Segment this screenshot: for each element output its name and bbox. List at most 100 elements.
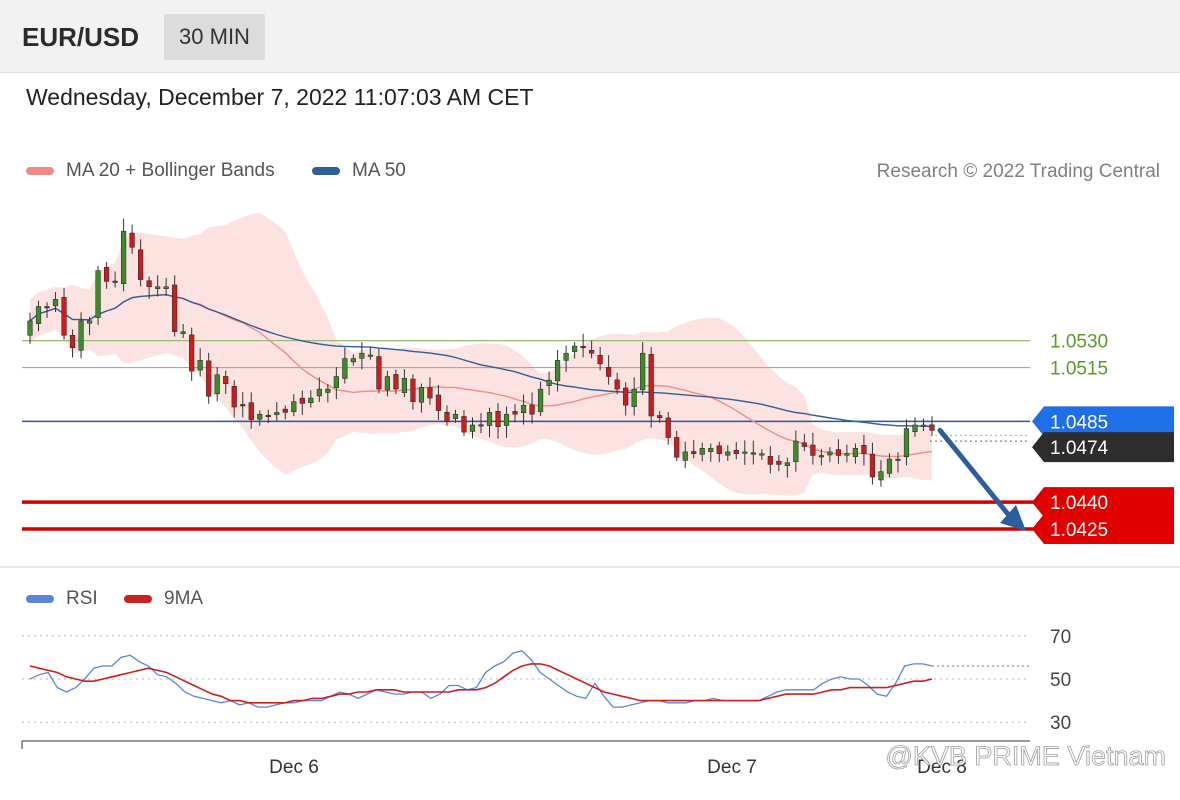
candle-body-49 bbox=[444, 412, 450, 422]
candle-body-85 bbox=[750, 452, 756, 455]
candle-body-53 bbox=[478, 424, 484, 427]
candle-body-96 bbox=[844, 453, 850, 456]
candle-body-76 bbox=[674, 437, 680, 458]
support-tag-4-text: 1.0425 bbox=[1050, 520, 1108, 541]
candle-body-26 bbox=[248, 402, 254, 420]
last-price-tag-text: 1.0474 bbox=[1050, 438, 1109, 459]
timeframe-button[interactable]: 30 MIN bbox=[164, 14, 265, 60]
candle-body-9 bbox=[103, 267, 110, 282]
ma20-swatch bbox=[26, 167, 54, 175]
candle-body-80 bbox=[708, 448, 714, 452]
candle-body-77 bbox=[682, 451, 688, 461]
candle-body-50 bbox=[452, 413, 459, 419]
timestamp: Wednesday, December 7, 2022 11:07:03 AM … bbox=[26, 84, 534, 110]
candle-body-39 bbox=[359, 352, 365, 359]
rsi-series-9ma bbox=[29, 663, 933, 704]
candle-body-20 bbox=[197, 360, 203, 371]
candle-body-1 bbox=[35, 306, 42, 324]
legend-ma50-label: MA 50 bbox=[352, 160, 406, 181]
candle-body-73 bbox=[648, 354, 654, 417]
candle-body-56 bbox=[503, 413, 510, 426]
candle-body-6 bbox=[78, 320, 84, 351]
candle-body-16 bbox=[163, 286, 169, 289]
candle-body-35 bbox=[325, 388, 331, 393]
legend-ma20-label: MA 20 + Bollinger Bands bbox=[66, 160, 275, 181]
candle-body-72 bbox=[640, 352, 646, 391]
pivot-tag-bg bbox=[1032, 406, 1174, 437]
candle-body-59 bbox=[529, 404, 535, 415]
candle-body-47 bbox=[427, 387, 433, 399]
candle-body-28 bbox=[265, 414, 271, 417]
candle-body-92 bbox=[810, 444, 816, 456]
candle-body-55 bbox=[495, 410, 501, 428]
bollinger-band bbox=[30, 212, 932, 496]
candle-body-86 bbox=[759, 453, 765, 456]
candle-body-84 bbox=[742, 451, 748, 454]
legend-ma9-label: 9MA bbox=[164, 588, 204, 609]
candle-body-69 bbox=[614, 379, 620, 390]
legend-ma20: MA 20 + Bollinger Bands bbox=[26, 160, 275, 182]
candle-body-62 bbox=[554, 360, 561, 382]
ma50-line bbox=[29, 293, 933, 428]
candle-body-99 bbox=[869, 453, 876, 478]
last-price-tag-bg bbox=[1032, 432, 1174, 463]
candle-body-51 bbox=[461, 416, 467, 433]
chart-header: EUR/USD 30 MIN bbox=[0, 0, 1180, 73]
candle-body-63 bbox=[563, 352, 569, 361]
candle-body-0 bbox=[27, 320, 33, 336]
candle-body-94 bbox=[827, 451, 833, 456]
level-label-1: 1.0515 bbox=[1050, 359, 1108, 380]
candle-body-23 bbox=[223, 376, 229, 384]
candles bbox=[27, 218, 935, 487]
candle-body-12 bbox=[129, 232, 135, 248]
candle-body-78 bbox=[691, 451, 697, 454]
candle-body-71 bbox=[631, 388, 637, 407]
candle-body-83 bbox=[733, 449, 739, 454]
candle-body-13 bbox=[138, 249, 144, 280]
candle-body-17 bbox=[172, 284, 178, 332]
candle-body-70 bbox=[623, 387, 629, 406]
legend-ma9: 9MA bbox=[124, 588, 203, 610]
rsi-swatch bbox=[26, 595, 54, 603]
candle-body-57 bbox=[512, 411, 518, 415]
candle-body-46 bbox=[418, 387, 425, 403]
rsi-tick-label-1: 50 bbox=[1050, 670, 1071, 691]
candle-body-32 bbox=[299, 397, 305, 404]
candle-body-61 bbox=[546, 379, 552, 386]
candle-body-31 bbox=[291, 401, 297, 413]
candle-body-64 bbox=[572, 345, 578, 352]
candle-body-104 bbox=[912, 424, 918, 433]
candle-body-60 bbox=[537, 388, 544, 413]
support-tag-3-text: 1.0440 bbox=[1050, 493, 1108, 514]
legend-rsi: RSI bbox=[26, 588, 98, 610]
candle-body-68 bbox=[606, 367, 612, 377]
candle-body-97 bbox=[852, 448, 859, 457]
candle-body-21 bbox=[206, 360, 212, 397]
candle-body-29 bbox=[274, 412, 280, 415]
candle-body-98 bbox=[861, 445, 867, 454]
candle-body-106 bbox=[929, 424, 935, 431]
level-label-0: 1.0530 bbox=[1050, 332, 1108, 353]
candle-body-74 bbox=[657, 415, 663, 419]
candle-body-7 bbox=[86, 320, 93, 324]
legend-ma50: MA 50 bbox=[312, 160, 406, 182]
ma9-swatch bbox=[124, 595, 152, 603]
candle-body-102 bbox=[895, 458, 901, 461]
candle-body-5 bbox=[69, 334, 76, 349]
candle-body-22 bbox=[214, 374, 220, 395]
candle-body-103 bbox=[903, 428, 910, 458]
candle-body-101 bbox=[886, 458, 893, 474]
candle-body-48 bbox=[435, 394, 442, 411]
candle-body-42 bbox=[384, 376, 390, 391]
candle-body-19 bbox=[189, 334, 195, 372]
candle-body-93 bbox=[818, 455, 824, 458]
candle-body-67 bbox=[597, 355, 603, 365]
forecast-arrow-shaft bbox=[937, 427, 1015, 522]
candle-body-18 bbox=[180, 331, 186, 334]
rsi-tick-label-0: 70 bbox=[1050, 627, 1071, 648]
candle-body-15 bbox=[155, 286, 161, 289]
candle-body-54 bbox=[486, 412, 493, 426]
candle-body-95 bbox=[835, 449, 841, 456]
support-tag-4-bg bbox=[1032, 514, 1174, 545]
